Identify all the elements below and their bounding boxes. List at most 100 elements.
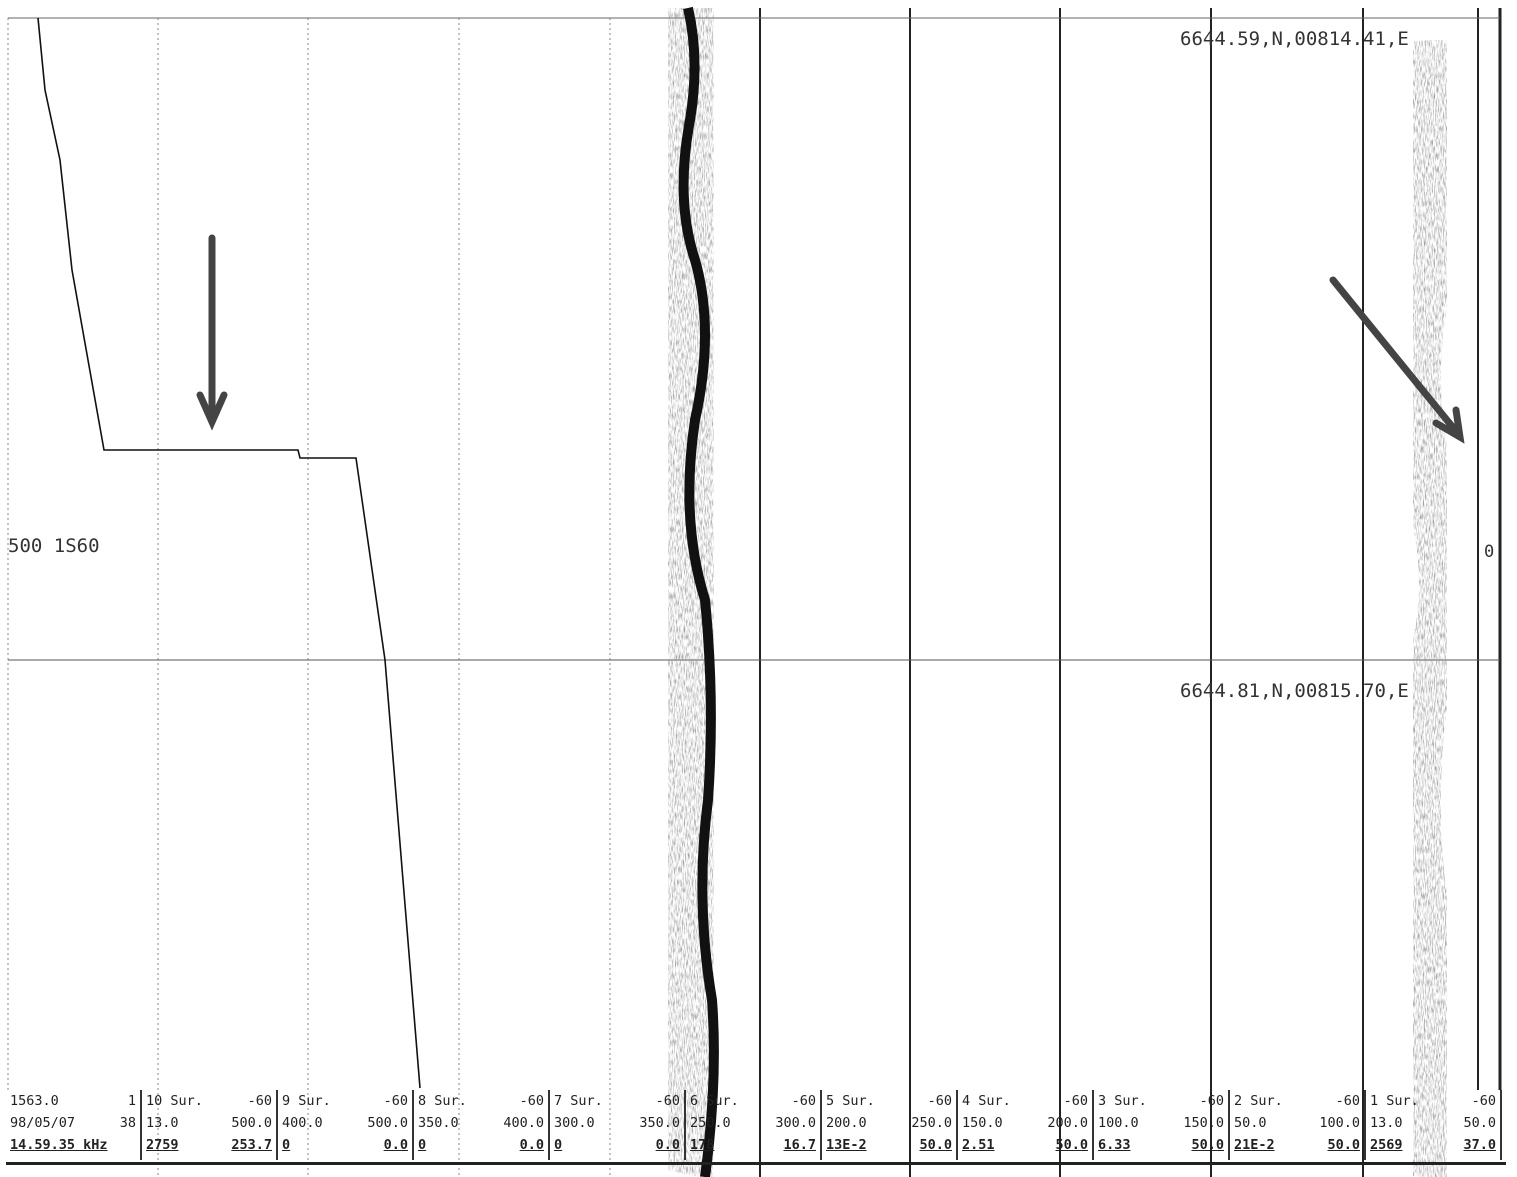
cell-line: 7 Sur. -60: [550, 1090, 684, 1112]
cell-text: 100.0: [1319, 1115, 1360, 1131]
cell-text: 350.0: [639, 1115, 680, 1131]
cell-text: 6 Sur.: [690, 1093, 739, 1109]
cell-text: 50.0: [1327, 1137, 1360, 1153]
solid-grid: [759, 8, 1502, 1177]
cell-text: 13.0: [146, 1115, 179, 1131]
cell-line: 2.51 50.0: [958, 1134, 1092, 1156]
cell-line: 9 Sur. -60: [278, 1090, 412, 1112]
cell-text: 0: [282, 1137, 291, 1153]
channel-cell: 4 Sur. -60 150.0 200.0 2.51 50.0: [958, 1090, 1094, 1160]
cell-text: 0.0: [383, 1137, 408, 1153]
cell-text: 1 Sur.: [1370, 1093, 1419, 1109]
cell-text: 10 Sur.: [146, 1093, 203, 1109]
channel-cell: 8 Sur. -60 350.0 400.0 0 0.0: [414, 1090, 550, 1160]
cell-text: 2 Sur.: [1234, 1093, 1283, 1109]
cell-text: 13E-2: [826, 1137, 867, 1153]
channel-cell: 10 Sur. -60 13.0 500.0 2759 253.7: [142, 1090, 278, 1160]
cell-text: 250.0: [690, 1115, 731, 1131]
cell-line: 50.0 100.0: [1230, 1112, 1364, 1134]
cell-line: 178 16.7: [686, 1134, 820, 1156]
cell-text: 150.0: [962, 1115, 1003, 1131]
cell-line: 21E-2 50.0: [1230, 1134, 1364, 1156]
cell-text: -60: [1063, 1093, 1088, 1109]
cell-text: -60: [383, 1093, 408, 1109]
cell-text: 0.0: [519, 1137, 544, 1153]
cell-line: 2759 253.7: [142, 1134, 276, 1156]
cell-text: 200.0: [826, 1115, 867, 1131]
cell-text: -60: [519, 1093, 544, 1109]
cell-text: 50.0: [1463, 1115, 1496, 1131]
cell-line: 13.0 50.0: [1366, 1112, 1500, 1134]
cell-line: 100.0 150.0: [1094, 1112, 1228, 1134]
cell-text: 2.51: [962, 1137, 995, 1153]
position: 6644.81,N,00815.70,E: [1180, 680, 1409, 702]
cell-text: 3 Sur.: [1098, 1093, 1147, 1109]
cell-text: -60: [247, 1093, 272, 1109]
cell-text: 16.7: [783, 1137, 816, 1153]
cell-text: 350.0: [418, 1115, 459, 1131]
channel-cell: 6 Sur. -60 250.0 300.0 178 16.7: [686, 1090, 822, 1160]
cell-text: 300.0: [775, 1115, 816, 1131]
depth-label: 500 1S60: [8, 535, 100, 557]
dotted-grid: [7, 18, 611, 1177]
cell-text: 0: [554, 1137, 563, 1153]
cell-line: 6 Sur. -60: [686, 1090, 820, 1112]
cell-text: 400.0: [282, 1115, 323, 1131]
cell-text: 250.0: [911, 1115, 952, 1131]
cell-line: 4 Sur. -60: [958, 1090, 1092, 1112]
depth-trace: [37, 17, 421, 1089]
channel-cell: 9 Sur. -60 400.0 500.0 0 0.0: [278, 1090, 414, 1160]
cell-text: 300.0: [554, 1115, 595, 1131]
cell-line: 350.0 400.0: [414, 1112, 548, 1134]
channel-cell: 2 Sur. -60 50.0 100.0 21E-2 50.0: [1230, 1090, 1366, 1160]
cell-line: 2569 37.0: [1366, 1134, 1500, 1156]
cell-text: 253.7: [231, 1137, 272, 1153]
cell-text: -60: [1335, 1093, 1360, 1109]
cell-text: 200.0: [1047, 1115, 1088, 1131]
cell-text: -60: [1199, 1093, 1224, 1109]
channel-cell: 3 Sur. -60 100.0 150.0 6.33 50.0: [1094, 1090, 1230, 1160]
cell-text: 400.0: [503, 1115, 544, 1131]
cell-text: 21E-2: [1234, 1137, 1275, 1153]
cell-text: 7 Sur.: [554, 1093, 603, 1109]
cell-line: 250.0 300.0: [686, 1112, 820, 1134]
cell-line: 3 Sur. -60: [1094, 1090, 1228, 1112]
cell-line: 98/05/07 38: [6, 1112, 140, 1134]
cell-text: -60: [791, 1093, 816, 1109]
cell-text: -60: [927, 1093, 952, 1109]
cell-text: -60: [655, 1093, 680, 1109]
cell-line: 10 Sur. -60: [142, 1090, 276, 1112]
cell-text: 150.0: [1183, 1115, 1224, 1131]
cell-text: 5 Sur.: [826, 1093, 875, 1109]
cell-text: 13.0: [1370, 1115, 1403, 1131]
cell-line: 14.59.35 kHz: [6, 1134, 140, 1156]
cell-text: 37.0: [1463, 1137, 1496, 1153]
cell-text: 500.0: [367, 1115, 408, 1131]
bottom-echo: [678, 6, 719, 1177]
channel-cell: 1563.0 1 98/05/07 38 14.59.35 kHz: [6, 1090, 142, 1160]
channel-cell: 7 Sur. -60 300.0 350.0 0 0.0: [550, 1090, 686, 1160]
cell-text: 38: [119, 1115, 136, 1131]
cell-text: 500.0: [231, 1115, 272, 1131]
cell-line: 13.0 500.0: [142, 1112, 276, 1134]
cell-text: 178: [690, 1137, 715, 1153]
arrows: [196, 234, 1465, 444]
position: 6644.59,N,00814.41,E: [1180, 28, 1409, 50]
cell-line: 150.0 200.0: [958, 1112, 1092, 1134]
cell-line: 0 0.0: [414, 1134, 548, 1156]
cell-text: 14.59.35 kHz: [10, 1137, 108, 1153]
cell-line: 400.0 500.0: [278, 1112, 412, 1134]
cell-line: 5 Sur. -60: [822, 1090, 956, 1112]
cell-line: 2 Sur. -60: [1230, 1090, 1364, 1112]
cell-text: 0.0: [655, 1137, 680, 1153]
cell-text: -60: [1471, 1093, 1496, 1109]
cell-line: 1 Sur. -60: [1366, 1090, 1500, 1112]
cell-line: 8 Sur. -60: [414, 1090, 548, 1112]
cell-text: 8 Sur.: [418, 1093, 467, 1109]
cell-line: 13E-2 50.0: [822, 1134, 956, 1156]
cell-text: 2759: [146, 1137, 179, 1153]
cell-text: 2569: [1370, 1137, 1403, 1153]
cell-text: 6.33: [1098, 1137, 1131, 1153]
